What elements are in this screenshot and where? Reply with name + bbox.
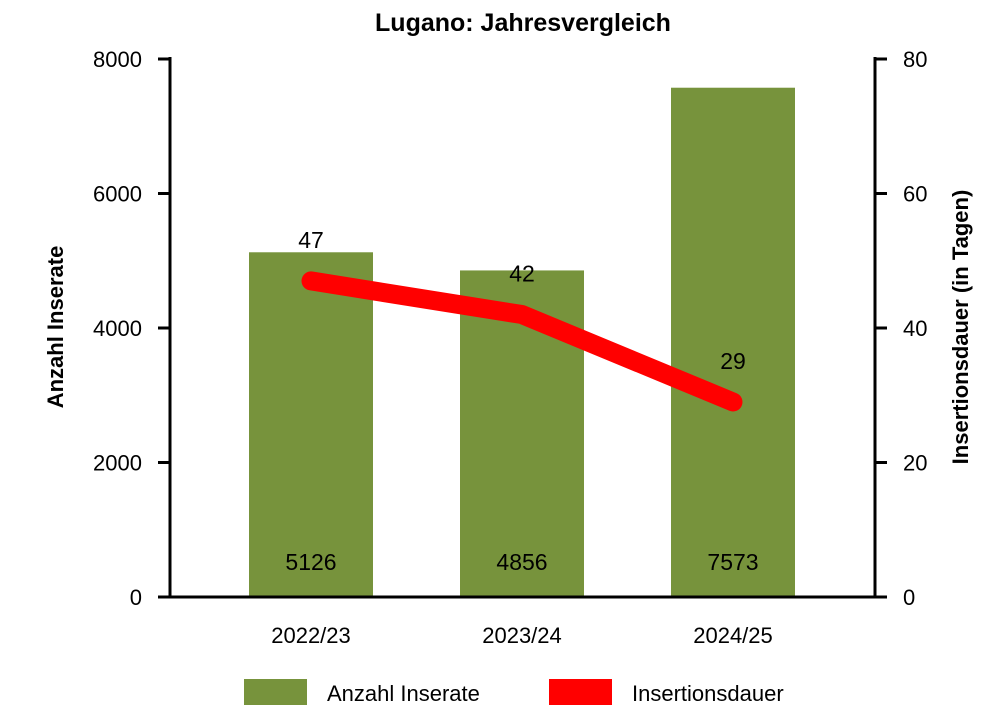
bar-value-label: 5126 — [285, 549, 336, 575]
x-tick-label: 2023/24 — [482, 623, 562, 648]
right-tick-label: 20 — [903, 451, 927, 476]
left-tick-label: 4000 — [93, 316, 142, 341]
x-axis-ticks: 2022/23 2023/24 2024/25 — [271, 623, 773, 648]
right-axis-ticks: 0 20 40 60 80 — [875, 47, 927, 610]
legend-swatch-line — [549, 679, 612, 705]
line-series-Insertionsdauer — [301, 271, 743, 412]
y-axis-title: Anzahl Inserate — [43, 246, 68, 409]
line-labels-layer: 47 42 29 — [298, 227, 746, 374]
chart-title: Lugano: Jahresvergleich — [375, 9, 671, 37]
legend-label-bar: Anzahl Inserate — [327, 681, 480, 706]
legend: Anzahl Inserate Insertionsdauer — [244, 679, 784, 706]
line-value-label: 47 — [298, 227, 324, 253]
left-tick-label: 6000 — [93, 182, 142, 207]
right-tick-label: 60 — [903, 182, 927, 207]
x-tick-label: 2024/25 — [693, 623, 773, 648]
left-tick-label: 0 — [130, 585, 142, 610]
line-value-label: 29 — [720, 348, 746, 374]
left-axis-ticks: 0 2000 4000 6000 8000 — [93, 47, 170, 610]
bars-layer — [249, 87, 795, 598]
left-tick-label: 2000 — [93, 451, 142, 476]
right-tick-label: 0 — [903, 585, 915, 610]
legend-label-line: Insertionsdauer — [632, 681, 784, 706]
legend-swatch-bar — [244, 679, 307, 705]
bar-value-label: 4856 — [496, 549, 547, 575]
left-tick-label: 8000 — [93, 47, 142, 72]
line-value-label: 42 — [509, 261, 535, 287]
line-series-layer — [301, 271, 743, 412]
y2-axis-title: Insertionsdauer (in Tagen) — [948, 190, 973, 465]
bar-labels-layer: 5126 4856 7573 — [285, 549, 758, 575]
right-tick-label: 40 — [903, 316, 927, 341]
bar-2022/23 — [249, 252, 373, 598]
x-tick-label: 2022/23 — [271, 623, 351, 648]
bar-value-label: 7573 — [707, 549, 758, 575]
bar-2024/25 — [671, 87, 795, 597]
right-tick-label: 80 — [903, 47, 927, 72]
